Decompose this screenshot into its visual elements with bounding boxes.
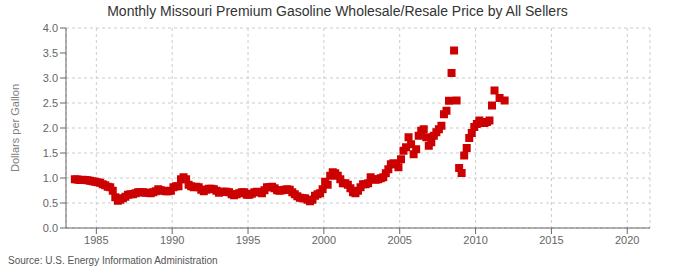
svg-text:4.0: 4.0: [43, 22, 58, 34]
svg-text:2015: 2015: [539, 234, 563, 246]
svg-text:2010: 2010: [463, 234, 487, 246]
svg-text:0.0: 0.0: [43, 222, 58, 234]
svg-text:1990: 1990: [160, 234, 184, 246]
svg-text:3.5: 3.5: [43, 47, 58, 59]
svg-text:2020: 2020: [615, 234, 639, 246]
svg-text:1.0: 1.0: [43, 172, 58, 184]
svg-text:2.0: 2.0: [43, 122, 58, 134]
svg-text:2000: 2000: [312, 234, 336, 246]
svg-text:1.5: 1.5: [43, 147, 58, 159]
svg-text:Dollars per Gallon: Dollars per Gallon: [9, 84, 21, 172]
svg-text:1985: 1985: [84, 234, 108, 246]
html-text:Monthly Missouri Premium Gasol: Monthly Missouri Premium Gasoline Wholes…: [107, 3, 568, 19]
svg-text:1995: 1995: [236, 234, 260, 246]
svg-text:3.0: 3.0: [43, 72, 58, 84]
html-text:Source: U.S. Energy Informatio: Source: U.S. Energy Information Administ…: [8, 255, 218, 266]
svg-text:2005: 2005: [387, 234, 411, 246]
svg-text:0.5: 0.5: [43, 197, 58, 209]
svg-text:2.5: 2.5: [43, 97, 58, 109]
